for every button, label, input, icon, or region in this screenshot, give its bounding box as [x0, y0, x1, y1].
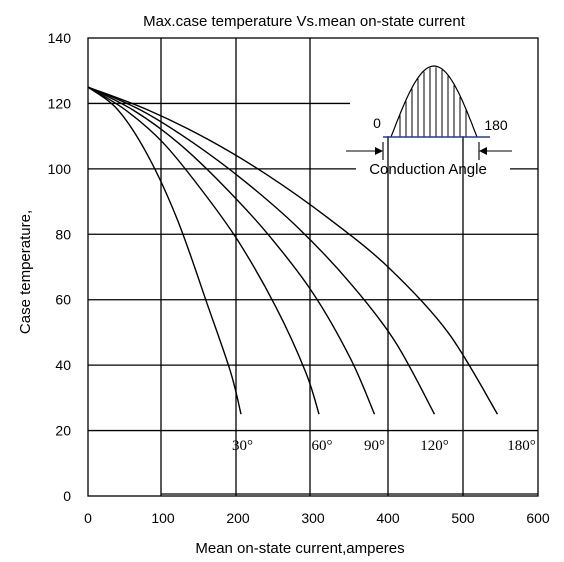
curve-labels: 30° 60° 90° 120° 180° — [232, 438, 536, 454]
conduction-angle-inset: 0 180 Conduction Angle — [346, 65, 512, 178]
curves — [87, 86, 499, 415]
y-tick-label: 60 — [55, 292, 71, 308]
x-axis-label: Mean on-state current,amperes — [195, 540, 404, 557]
y-tick-label: 140 — [48, 30, 72, 46]
inset-left-arrowhead — [375, 147, 383, 155]
curve-label: 180° — [507, 438, 536, 454]
series-line-2 — [87, 86, 320, 415]
series-line-1 — [87, 86, 242, 415]
inset-right-arrowhead — [479, 147, 487, 155]
series-line-4 — [87, 86, 436, 415]
inset-start-label: 0 — [373, 115, 381, 131]
y-axis-label: Case temperature, — [17, 210, 34, 334]
y-tick-label: 80 — [55, 226, 71, 242]
x-tick-label: 400 — [376, 510, 400, 526]
x-tick-label: 300 — [301, 510, 325, 526]
curve-label: 30° — [232, 438, 253, 454]
tick-labels: 0 100 200 300 400 500 600 0 20 40 60 80 100 120 140 — [48, 30, 550, 526]
y-tick-label: 20 — [55, 423, 71, 439]
curve-label: 90° — [364, 438, 385, 454]
inset-caption: Conduction Angle — [369, 161, 487, 178]
series-line-3 — [87, 86, 376, 415]
x-tick-label: 200 — [226, 510, 250, 526]
y-tick-label: 120 — [48, 95, 72, 111]
x-tick-label: 100 — [151, 510, 175, 526]
series-line-5 — [87, 86, 499, 415]
inset-end-label: 180 — [484, 117, 508, 133]
x-tick-label: 600 — [526, 510, 550, 526]
y-tick-label: 0 — [63, 488, 71, 504]
curve-label: 60° — [312, 438, 333, 454]
curve-label: 120° — [420, 438, 449, 454]
y-tick-label: 40 — [55, 357, 71, 373]
y-tick-label: 100 — [48, 161, 72, 177]
plot-frame — [87, 37, 539, 497]
chart-title: Max.case temperature Vs.mean on-state cu… — [143, 13, 466, 30]
inset-sine-wave — [390, 65, 478, 138]
grid — [87, 37, 539, 497]
inset-hatch — [399, 67, 467, 137]
x-tick-label: 500 — [451, 510, 475, 526]
x-tick-label: 0 — [84, 510, 92, 526]
